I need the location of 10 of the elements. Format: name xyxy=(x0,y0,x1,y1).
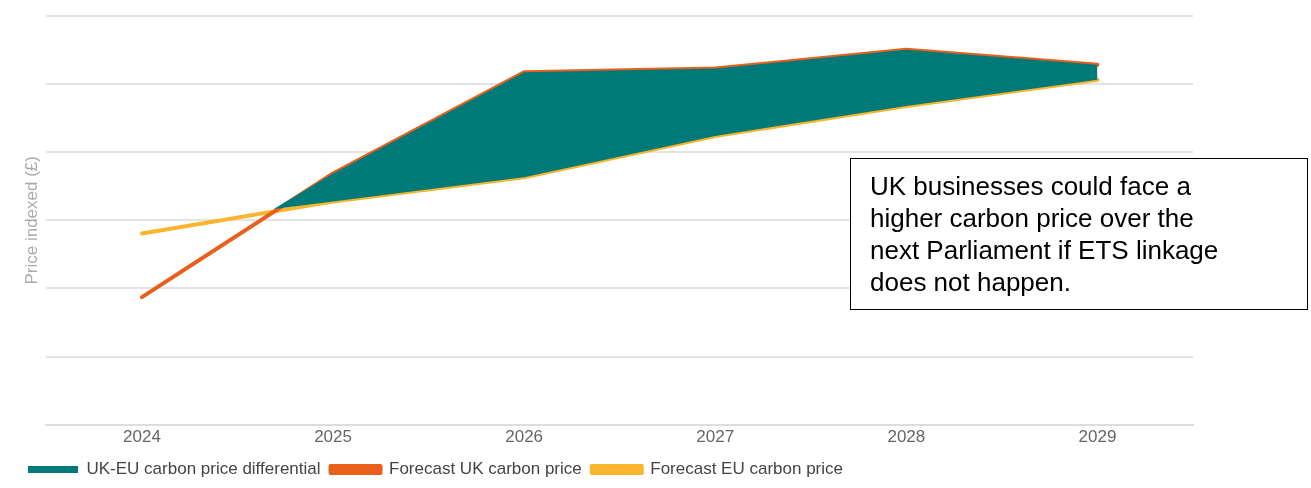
x-tick-label: 2024 xyxy=(123,427,161,447)
x-tick-label: 2025 xyxy=(314,427,352,447)
x-tick-label: 2029 xyxy=(1078,427,1117,447)
x-tick-label: 2027 xyxy=(696,427,735,447)
legend-label: Forecast EU carbon price xyxy=(650,459,844,479)
x-tick-label: 2026 xyxy=(505,427,544,447)
x-tick-label: 2028 xyxy=(887,427,926,447)
legend-label: UK-EU carbon price differential xyxy=(86,459,321,479)
legend-label: Forecast UK carbon price xyxy=(389,459,582,479)
y-axis-title: Price indexed (£) xyxy=(21,156,41,285)
